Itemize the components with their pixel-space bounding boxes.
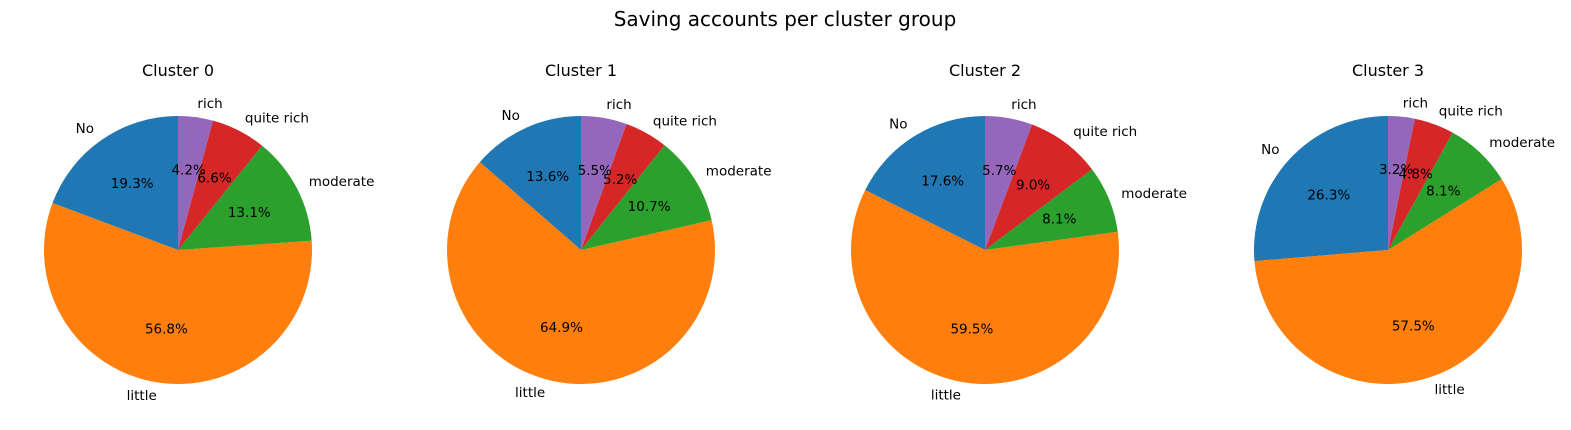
pct-label-quite-rich: 5.2% — [603, 172, 637, 188]
wedge-moderate — [1388, 132, 1502, 250]
wedge-label-moderate: moderate — [309, 174, 375, 190]
wedge-label-rich: rich — [1403, 95, 1428, 111]
pct-label-quite-rich: 9.0% — [1016, 178, 1050, 194]
wedge-quite-rich — [178, 120, 263, 250]
pct-label-rich: 5.5% — [578, 163, 612, 179]
wedge-label-quite-rich: quite rich — [1439, 104, 1503, 120]
pct-label-moderate: 13.1% — [228, 205, 271, 221]
pct-label-no: 13.6% — [526, 169, 569, 185]
wedge-no — [1254, 116, 1388, 262]
wedge-rich — [985, 116, 1033, 250]
wedge-label-quite-rich: quite rich — [653, 113, 717, 129]
wedge-label-little: little — [1435, 382, 1465, 398]
pct-label-little: 56.8% — [145, 322, 188, 338]
wedge-label-no: No — [889, 117, 907, 133]
pct-label-rich: 5.7% — [982, 163, 1016, 179]
wedge-label-rich: rich — [606, 97, 631, 113]
wedge-little — [447, 162, 716, 384]
pie-title: Cluster 2 — [949, 61, 1021, 80]
wedge-moderate — [581, 145, 712, 250]
wedge-label-quite-rich: quite rich — [1073, 124, 1137, 140]
pct-label-moderate: 8.1% — [1426, 184, 1460, 200]
pie-title: Cluster 3 — [1352, 61, 1424, 80]
pct-label-no: 26.3% — [1307, 188, 1350, 204]
wedge-moderate — [178, 145, 312, 250]
pct-label-little: 57.5% — [1392, 318, 1435, 334]
pct-label-little: 59.5% — [950, 321, 993, 337]
pct-label-moderate: 8.1% — [1042, 211, 1076, 227]
pie-chart-0: Cluster 0 No 19.3% little 56.8% moderate 13.1%… — [43, 61, 375, 404]
pie-title: Cluster 0 — [142, 61, 214, 80]
wedge-no — [865, 116, 985, 250]
wedge-label-quite-rich: quite rich — [245, 111, 309, 127]
wedge-label-moderate: moderate — [706, 164, 772, 180]
pct-label-moderate: 10.7% — [628, 199, 671, 215]
wedge-rich — [178, 116, 213, 250]
pie-title: Cluster 1 — [545, 61, 617, 80]
wedge-label-no: No — [502, 108, 520, 124]
wedge-no — [52, 116, 178, 250]
pie-chart-1: Cluster 1 No 13.6% little 64.9% moderate 10.7%… — [447, 61, 772, 401]
wedge-label-rich: rich — [197, 96, 222, 112]
wedge-little — [43, 203, 312, 384]
wedge-quite-rich — [1388, 118, 1453, 250]
wedge-quite-rich — [985, 124, 1092, 250]
pct-label-rich: 4.2% — [171, 162, 205, 178]
wedge-label-moderate: moderate — [1121, 186, 1187, 202]
wedge-rich — [581, 116, 627, 250]
figure-title: Saving accounts per cluster group — [614, 7, 957, 31]
wedge-label-little: little — [515, 385, 545, 401]
wedge-rich — [1388, 116, 1415, 250]
wedge-label-little: little — [127, 388, 157, 404]
wedge-label-no: No — [76, 121, 94, 137]
wedge-little — [851, 190, 1120, 385]
pct-label-quite-rich: 4.8% — [1399, 167, 1433, 183]
wedge-no — [479, 116, 581, 250]
wedge-quite-rich — [581, 123, 665, 250]
pie-chart-2: Cluster 2 No 17.6% little 59.5% moderate 8.1% q… — [851, 61, 1187, 403]
wedge-label-no: No — [1261, 142, 1279, 158]
wedge-label-moderate: moderate — [1489, 135, 1555, 151]
pie-charts: Cluster 0 No 19.3% little 56.8% moderate 13.1%… — [43, 61, 1555, 404]
pct-label-no: 19.3% — [111, 176, 154, 192]
wedge-moderate — [985, 169, 1118, 250]
pct-label-rich: 3.2% — [1379, 162, 1413, 178]
pie-chart-3: Cluster 3 No 26.3% little 57.5% moderate 8.1% q… — [1254, 61, 1555, 398]
pct-label-no: 17.6% — [921, 174, 964, 190]
wedge-label-rich: rich — [1011, 97, 1036, 113]
wedge-label-little: little — [931, 387, 961, 403]
wedge-little — [1254, 179, 1523, 385]
pct-label-quite-rich: 6.6% — [197, 170, 231, 186]
pct-label-little: 64.9% — [540, 320, 583, 336]
